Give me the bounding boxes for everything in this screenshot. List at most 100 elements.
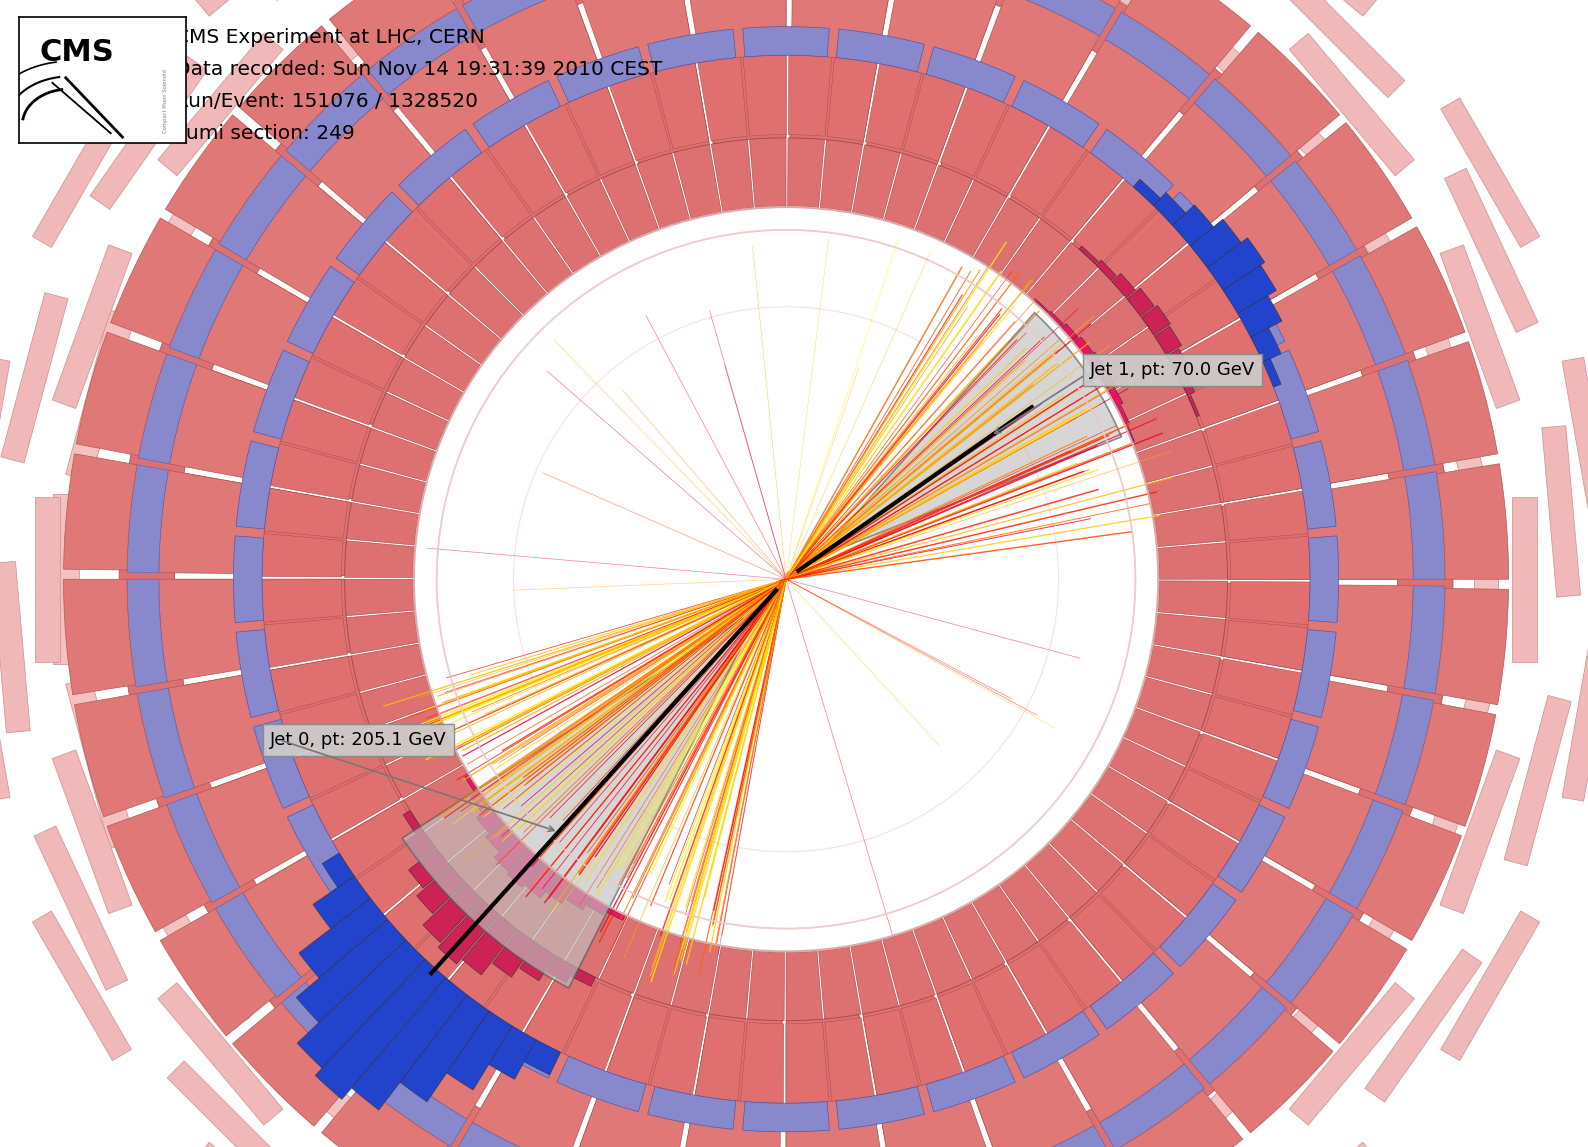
Polygon shape — [359, 676, 435, 728]
Polygon shape — [1127, 288, 1154, 317]
Polygon shape — [246, 175, 384, 312]
Polygon shape — [1080, 247, 1097, 264]
Polygon shape — [1307, 377, 1388, 483]
Polygon shape — [526, 104, 599, 193]
Polygon shape — [1169, 734, 1277, 841]
Polygon shape — [1151, 281, 1240, 357]
Polygon shape — [472, 1033, 602, 1147]
Polygon shape — [1404, 586, 1445, 694]
Polygon shape — [368, 0, 524, 42]
Polygon shape — [1100, 867, 1186, 950]
Polygon shape — [64, 454, 137, 570]
Polygon shape — [416, 894, 499, 978]
Text: Jet 1, pt: 70.0 GeV: Jet 1, pt: 70.0 GeV — [1089, 361, 1255, 379]
Polygon shape — [1124, 803, 1237, 916]
Polygon shape — [837, 1086, 924, 1130]
Polygon shape — [1034, 298, 1048, 313]
Polygon shape — [394, 1002, 503, 1105]
Polygon shape — [387, 36, 524, 174]
Polygon shape — [1110, 739, 1185, 799]
Polygon shape — [502, 865, 570, 939]
Polygon shape — [1240, 0, 1377, 16]
Polygon shape — [966, 1036, 1094, 1147]
Polygon shape — [1267, 898, 1353, 1002]
Polygon shape — [972, 885, 1037, 961]
Polygon shape — [135, 127, 249, 289]
Polygon shape — [607, 994, 705, 1094]
Polygon shape — [940, 88, 1048, 197]
Polygon shape — [1262, 350, 1318, 439]
Polygon shape — [127, 579, 167, 687]
Polygon shape — [1215, 658, 1302, 715]
Polygon shape — [386, 209, 472, 291]
Polygon shape — [1026, 844, 1097, 918]
Polygon shape — [511, 0, 627, 22]
Polygon shape — [486, 822, 515, 851]
Polygon shape — [167, 794, 240, 903]
Polygon shape — [1420, 315, 1486, 486]
Polygon shape — [1201, 32, 1334, 165]
Polygon shape — [788, 55, 832, 136]
Polygon shape — [673, 145, 721, 218]
Polygon shape — [1137, 430, 1213, 483]
Polygon shape — [1270, 161, 1356, 266]
Polygon shape — [475, 241, 546, 314]
Polygon shape — [233, 536, 264, 623]
Polygon shape — [1147, 646, 1221, 694]
Polygon shape — [383, 981, 519, 1119]
Polygon shape — [1158, 543, 1228, 579]
Polygon shape — [711, 140, 754, 211]
Polygon shape — [0, 358, 10, 518]
Polygon shape — [1112, 273, 1135, 298]
Polygon shape — [65, 678, 135, 849]
Polygon shape — [456, 1123, 565, 1147]
Polygon shape — [1563, 358, 1588, 518]
Polygon shape — [1377, 640, 1450, 751]
Polygon shape — [362, 1060, 467, 1147]
Polygon shape — [827, 57, 877, 141]
Polygon shape — [1000, 1125, 1110, 1147]
Polygon shape — [314, 1012, 429, 1121]
Polygon shape — [434, 0, 561, 3]
Polygon shape — [740, 1022, 784, 1103]
Polygon shape — [1154, 326, 1181, 354]
Polygon shape — [337, 883, 413, 967]
Polygon shape — [138, 353, 197, 463]
Polygon shape — [257, 856, 359, 967]
Polygon shape — [268, 0, 416, 115]
Polygon shape — [743, 1101, 829, 1132]
Polygon shape — [476, 807, 502, 833]
Polygon shape — [1012, 1012, 1099, 1078]
Polygon shape — [1229, 537, 1310, 579]
Polygon shape — [546, 957, 575, 983]
Polygon shape — [1153, 614, 1226, 656]
Polygon shape — [1062, 1007, 1174, 1109]
Polygon shape — [1289, 33, 1415, 175]
Polygon shape — [281, 983, 378, 1079]
Polygon shape — [279, 694, 367, 756]
Polygon shape — [1170, 321, 1278, 428]
Polygon shape — [489, 1027, 537, 1079]
Polygon shape — [332, 799, 445, 913]
Polygon shape — [1178, 373, 1194, 396]
Polygon shape — [792, 0, 892, 36]
Polygon shape — [360, 428, 435, 481]
Polygon shape — [637, 153, 689, 228]
Polygon shape — [32, 97, 132, 248]
Polygon shape — [1305, 681, 1386, 788]
Polygon shape — [588, 898, 608, 915]
Polygon shape — [321, 33, 435, 142]
Polygon shape — [237, 440, 279, 529]
Polygon shape — [1331, 844, 1437, 1004]
Polygon shape — [1010, 127, 1123, 241]
Polygon shape — [1364, 949, 1482, 1102]
Polygon shape — [1143, 38, 1258, 147]
Polygon shape — [157, 983, 283, 1125]
Polygon shape — [1096, 260, 1116, 280]
Polygon shape — [438, 900, 499, 963]
Polygon shape — [1142, 305, 1170, 335]
Polygon shape — [1332, 256, 1405, 365]
Polygon shape — [264, 489, 348, 538]
Polygon shape — [567, 87, 634, 175]
Polygon shape — [219, 156, 305, 260]
